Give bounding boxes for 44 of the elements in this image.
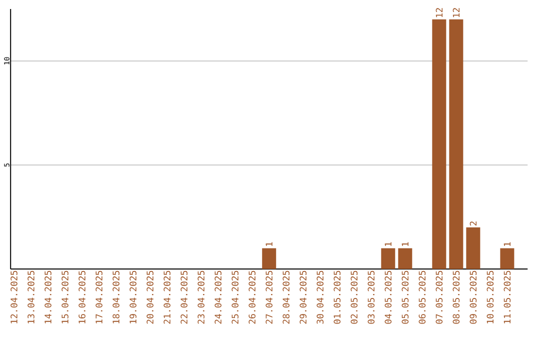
x-tick-label: 02.05.2025 — [350, 270, 358, 324]
bar — [500, 248, 514, 269]
data-label: 1 — [402, 242, 408, 246]
x-tick-label: 25.04.2025 — [232, 270, 238, 324]
bar — [398, 248, 412, 269]
x-tick-label: 13.04.2025 — [28, 270, 34, 324]
x-tick-label: 18.04.2025 — [112, 270, 120, 324]
bar — [262, 248, 276, 269]
x-tick-label: 19.04.2025 — [130, 270, 136, 324]
x-tick-label: 01.05.2025 — [334, 270, 341, 324]
x-tick-label: 27.04.2025 — [266, 270, 272, 324]
x-tick-label: 09.05.2025 — [470, 270, 477, 324]
data-label: 1 — [384, 242, 392, 246]
x-tick-label: 11.05.2025 — [504, 270, 511, 324]
x-tick-label: 03.05.2025 — [368, 270, 375, 324]
bar — [449, 19, 464, 269]
x-tick-label: 10.05.2025 — [486, 270, 494, 324]
x-tick-label: 21.04.2025 — [164, 270, 170, 324]
x-tick-label: 26.04.2025 — [248, 270, 256, 324]
x-tick-label: 29.04.2025 — [300, 270, 307, 324]
x-tick-label: 04.05.2025 — [384, 270, 392, 324]
x-tick-label: 17.04.2025 — [96, 270, 102, 324]
data-label: 1 — [266, 242, 272, 246]
data-label: 2 — [470, 222, 477, 226]
x-tick-label: 05.05.2025 — [402, 270, 409, 324]
data-label: 12 — [436, 8, 443, 18]
x-tick-label: 22.04.2025 — [180, 270, 188, 324]
bar — [381, 248, 396, 269]
x-tick-label: 14.04.2025 — [44, 270, 52, 324]
x-tick-label: 20.04.2025 — [146, 270, 154, 324]
x-tick-label: 07.05.2025 — [436, 270, 443, 324]
bar — [432, 19, 446, 269]
x-tick-label: 12.04.2025 — [10, 270, 18, 324]
x-tick-label: 24.04.2025 — [214, 270, 222, 324]
x-tick-label: 23.04.2025 — [198, 270, 204, 324]
x-tick-label: 15.04.2025 — [62, 270, 68, 324]
x-tick-label: 08.05.2025 — [452, 270, 460, 324]
data-label: 1 — [504, 242, 510, 246]
bar — [466, 227, 480, 269]
x-tick-label: 06.05.2025 — [418, 270, 426, 324]
x-tick-label: 30.04.2025 — [316, 270, 324, 324]
data-label: 12 — [452, 8, 460, 18]
x-tick-label: 28.04.2025 — [282, 270, 290, 324]
x-tick-label: 16.04.2025 — [78, 270, 86, 324]
